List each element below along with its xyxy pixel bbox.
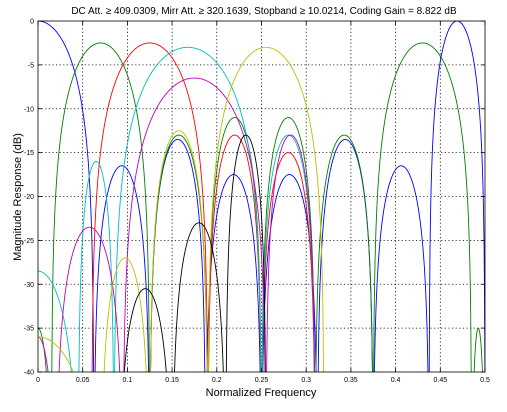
x-tick-label: 0.45: [433, 377, 447, 384]
y-tick-label: -15: [24, 150, 34, 157]
x-tick-label: 0.4: [391, 377, 401, 384]
y-tick-label: -40: [24, 370, 34, 377]
ticks: 0 0.05 0.1 0.15 0.2 0.25 0.3 0.35 0.4 0.45 0.5 0 -5 -…: [24, 19, 490, 385]
series-line-4: [38, 46, 315, 372]
x-tick-label: 0: [36, 377, 40, 384]
y-tick-label: -25: [24, 238, 34, 245]
x-tick-label: 0.5: [480, 377, 490, 384]
y-tick-label: -30: [24, 282, 34, 289]
x-tick-label: 0.1: [123, 377, 133, 384]
x-tick-label: 0.3: [301, 377, 311, 384]
y-tick-label: 0: [30, 19, 34, 26]
y-tick-label: -10: [24, 106, 34, 113]
x-tick-label: 0.25: [255, 377, 269, 384]
series-line-2: [38, 42, 483, 372]
series-line-7: [123, 134, 266, 372]
y-axis-label: Magnitude Response (dB): [12, 133, 24, 261]
x-axis-label: Normalized Frequency: [206, 387, 317, 399]
y-tick-label: -35: [24, 326, 34, 333]
x-tick-label: 0.35: [344, 377, 358, 384]
chart-title: DC Att. ≥ 409.0309, Mirr Att. ≥ 320.1639…: [71, 6, 457, 17]
series-line-3: [91, 42, 315, 372]
x-tick-label: 0.2: [212, 377, 222, 384]
x-tick-label: 0.05: [76, 377, 90, 384]
y-tick-label: -20: [24, 194, 34, 201]
y-tick-label: -5: [28, 62, 34, 69]
grid: [38, 21, 485, 372]
series-line-5: [38, 77, 315, 372]
x-tick-label: 0.15: [165, 377, 179, 384]
series-line-1: [38, 21, 485, 372]
curves: [38, 21, 485, 372]
series-line-6: [38, 46, 324, 372]
